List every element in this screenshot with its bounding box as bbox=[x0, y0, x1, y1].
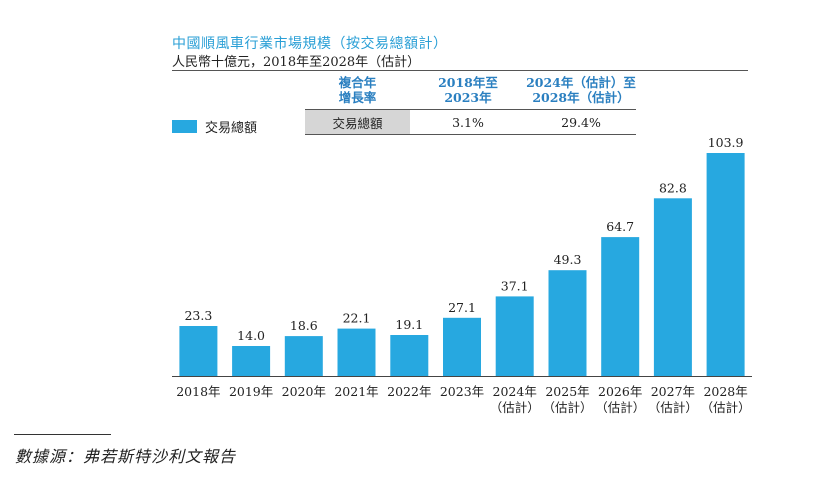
value-label-6: 37.1 bbox=[501, 278, 529, 293]
value-label-0: 23.3 bbox=[184, 308, 212, 323]
bar-2 bbox=[284, 336, 323, 376]
category-label-9: 2027年（估計） bbox=[648, 384, 698, 415]
category-label-2: 2020年 bbox=[282, 384, 326, 399]
category-label-7: 2025年（估計） bbox=[542, 384, 592, 415]
cagr-row-label: 交易總額 bbox=[305, 109, 410, 135]
bar-1 bbox=[232, 346, 271, 376]
cagr-table: 複合年 增長率 2018年至 2023年 2024年（估計）至 2028年（估計） 交… bbox=[305, 71, 636, 135]
value-label-7: 49.3 bbox=[554, 252, 582, 267]
legend: 交易總額 bbox=[172, 117, 257, 136]
bar-7 bbox=[548, 270, 587, 376]
category-label-5: 2023年 bbox=[440, 384, 484, 399]
chart-title: 中國順風車行業市場規模（按交易總額計） bbox=[172, 36, 448, 52]
cagr-header-period2: 2024年（估計）至 2028年（估計） bbox=[526, 71, 636, 110]
bar-10 bbox=[706, 153, 745, 376]
value-label-1: 14.0 bbox=[237, 328, 265, 343]
value-label-3: 22.1 bbox=[343, 311, 371, 326]
header-rule bbox=[172, 70, 748, 71]
bar-9 bbox=[653, 198, 692, 376]
category-label-4: 2022年 bbox=[387, 384, 431, 399]
category-label-6: 2024年（估計） bbox=[490, 384, 540, 415]
cagr-value-period1: 3.1% bbox=[410, 109, 526, 135]
chart-subtitle: 人民幣十億元，2018年至2028年（估計） bbox=[172, 55, 421, 70]
category-label-3: 2021年 bbox=[334, 384, 378, 399]
bar-6 bbox=[495, 296, 534, 376]
cagr-header-row: 複合年 增長率 2018年至 2023年 2024年（估計）至 2028年（估計） bbox=[305, 71, 636, 110]
value-label-4: 19.1 bbox=[395, 317, 423, 332]
category-label-8: 2026年（估計） bbox=[595, 384, 645, 415]
category-label-0: 2018年 bbox=[176, 384, 220, 399]
value-label-10: 103.9 bbox=[708, 135, 744, 150]
value-label-8: 64.7 bbox=[606, 219, 634, 234]
cagr-header-label: 複合年 增長率 bbox=[305, 71, 410, 110]
category-label-1: 2019年 bbox=[229, 384, 273, 399]
category-label-10: 2028年（估計） bbox=[701, 384, 751, 415]
bar-8 bbox=[601, 237, 640, 376]
source-rule bbox=[14, 434, 111, 435]
bar-0 bbox=[179, 326, 218, 376]
value-label-5: 27.1 bbox=[448, 300, 476, 315]
cagr-value-period2: 29.4% bbox=[526, 109, 636, 135]
bar-4 bbox=[390, 335, 429, 376]
legend-label: 交易總額 bbox=[205, 121, 258, 136]
source-note: 數據源：弗若斯特沙利文報告 bbox=[15, 447, 237, 466]
legend-swatch bbox=[172, 120, 197, 133]
bar-5 bbox=[443, 317, 481, 376]
value-label-2: 18.6 bbox=[290, 318, 318, 333]
value-label-9: 82.8 bbox=[659, 180, 687, 195]
cagr-data-row: 交易總額 3.1% 29.4% bbox=[305, 109, 636, 135]
bar-3 bbox=[337, 328, 376, 376]
cagr-header-period1: 2018年至 2023年 bbox=[410, 71, 526, 110]
